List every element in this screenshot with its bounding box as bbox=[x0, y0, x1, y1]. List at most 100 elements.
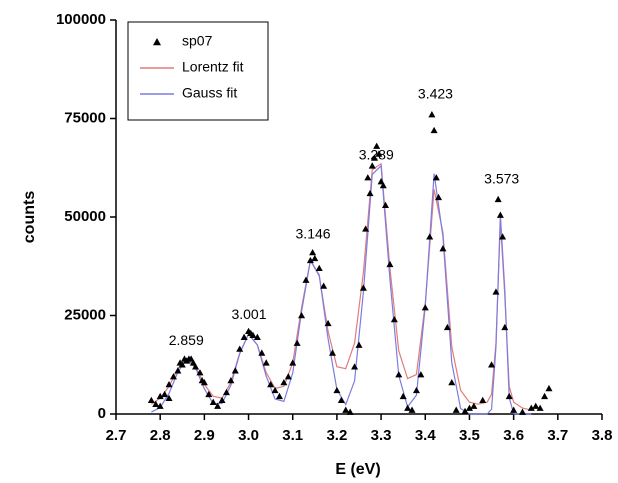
data-point bbox=[227, 377, 235, 384]
data-point bbox=[479, 396, 487, 404]
data-point bbox=[337, 396, 345, 404]
data-point bbox=[541, 392, 549, 400]
y-tick-label: 75000 bbox=[64, 109, 106, 126]
data-point bbox=[545, 384, 553, 392]
y-tick-label: 0 bbox=[98, 405, 106, 422]
data-point bbox=[311, 254, 319, 262]
data-point bbox=[426, 233, 434, 240]
legend-label: Gauss fit bbox=[182, 85, 237, 101]
data-point bbox=[253, 333, 261, 340]
data-point bbox=[262, 359, 270, 366]
data-point bbox=[461, 407, 469, 415]
data-point bbox=[377, 178, 385, 185]
data-point bbox=[536, 404, 544, 411]
data-point bbox=[236, 345, 244, 352]
data-point bbox=[231, 367, 239, 374]
data-point bbox=[222, 388, 230, 396]
data-point bbox=[333, 386, 341, 394]
x-tick-label: 3.1 bbox=[282, 427, 303, 444]
data-point bbox=[302, 276, 310, 283]
fit-line bbox=[151, 162, 532, 411]
data-point bbox=[362, 225, 370, 232]
data-point bbox=[527, 404, 535, 411]
data-point bbox=[324, 319, 332, 327]
x-tick-label: 2.9 bbox=[194, 427, 215, 444]
data-point bbox=[510, 406, 518, 413]
data-point bbox=[156, 392, 164, 400]
data-point bbox=[375, 150, 383, 157]
x-tick-label: 3.7 bbox=[547, 427, 568, 444]
data-point bbox=[165, 394, 173, 402]
data-point bbox=[342, 406, 350, 413]
data-point bbox=[355, 341, 363, 348]
data-point bbox=[161, 390, 169, 398]
data-point bbox=[209, 398, 217, 405]
data-point bbox=[382, 201, 390, 208]
data-point bbox=[366, 189, 374, 197]
data-point bbox=[293, 339, 301, 346]
data-point bbox=[399, 392, 407, 400]
y-tick-label: 100000 bbox=[56, 11, 106, 28]
data-point bbox=[492, 288, 500, 295]
data-point bbox=[258, 349, 266, 356]
fit-line bbox=[151, 164, 532, 415]
data-point bbox=[200, 378, 208, 386]
data-point bbox=[470, 402, 478, 409]
data-point bbox=[452, 406, 460, 413]
data-point bbox=[448, 378, 456, 386]
peak-label: 3.573 bbox=[484, 170, 519, 186]
data-point bbox=[421, 304, 429, 311]
data-point bbox=[417, 371, 425, 378]
x-tick-label: 2.8 bbox=[150, 427, 171, 444]
data-point bbox=[412, 386, 420, 394]
data-point bbox=[443, 323, 451, 331]
y-axis-label: counts bbox=[21, 191, 38, 244]
x-tick-label: 3.0 bbox=[238, 427, 259, 444]
data-point bbox=[370, 154, 378, 161]
data-point bbox=[152, 400, 160, 407]
data-point bbox=[320, 282, 328, 289]
data-point bbox=[430, 126, 438, 134]
data-point bbox=[494, 195, 502, 203]
data-point bbox=[359, 284, 367, 291]
data-point bbox=[240, 333, 248, 340]
x-tick-label: 3.4 bbox=[415, 427, 437, 444]
peak-label: 2.859 bbox=[169, 332, 204, 348]
x-tick-label: 3.3 bbox=[371, 427, 392, 444]
data-point bbox=[373, 142, 381, 149]
x-axis-label: E (eV) bbox=[335, 461, 380, 478]
legend-label: sp07 bbox=[182, 33, 213, 49]
data-point bbox=[147, 396, 155, 404]
x-tick-label: 3.6 bbox=[503, 427, 524, 444]
peak-label: 3.423 bbox=[418, 86, 453, 102]
data-point bbox=[315, 264, 323, 272]
data-point bbox=[196, 369, 204, 376]
data-point bbox=[205, 390, 213, 398]
data-point bbox=[505, 392, 513, 400]
data-point bbox=[289, 359, 297, 366]
data-point bbox=[368, 162, 376, 169]
data-point bbox=[284, 373, 292, 380]
data-point bbox=[351, 363, 359, 370]
data-point bbox=[218, 396, 226, 404]
data-point bbox=[309, 248, 317, 256]
data-point bbox=[395, 371, 403, 378]
data-point bbox=[518, 408, 526, 415]
x-tick-label: 3.2 bbox=[326, 427, 347, 444]
data-point bbox=[408, 406, 416, 413]
data-point bbox=[428, 111, 436, 118]
data-point bbox=[174, 367, 182, 374]
data-point bbox=[465, 404, 473, 411]
data-point bbox=[379, 181, 387, 189]
data-point bbox=[432, 174, 440, 181]
x-tick-label: 3.8 bbox=[592, 427, 613, 444]
data-point bbox=[346, 408, 354, 415]
data-point bbox=[386, 260, 394, 268]
data-point bbox=[532, 402, 540, 409]
data-point bbox=[214, 402, 222, 409]
peak-label: 3.289 bbox=[359, 147, 394, 163]
data-point bbox=[271, 386, 279, 394]
legend-label: Lorentz fit bbox=[182, 59, 244, 75]
data-point bbox=[187, 355, 195, 362]
